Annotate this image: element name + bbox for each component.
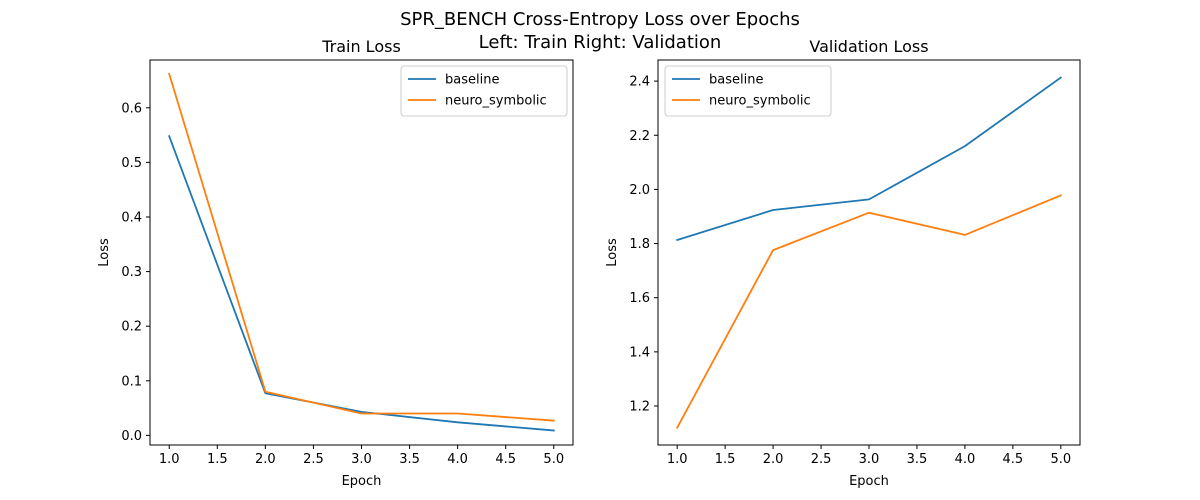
train-y-tick-label: 0.6 [121, 101, 142, 116]
validation-x-tick-label: 3.0 [859, 452, 880, 467]
validation-legend-box [664, 65, 832, 117]
validation-y-tick-label: 1.2 [629, 400, 650, 415]
train-x-tick-label: 1.5 [207, 452, 228, 467]
validation-x-tick-label: 3.5 [907, 452, 928, 467]
validation-x-axis-label: Epoch [849, 474, 889, 489]
train-loss-plot: 1.0 1.5 2.0 2.5 3.0 3.5 4.0 4.5 5.0 0.0 0.1 0.2 0.3 0… [97, 37, 574, 489]
validation-y-tick-label: 1.4 [629, 345, 650, 360]
figure-title-line2: Left: Train Right: Validation [479, 32, 722, 53]
train-series-line-neuro-symbolic [168, 72, 555, 422]
validation-x-tick-label: 2.5 [811, 452, 832, 467]
train-x-axis-label: Epoch [342, 474, 382, 489]
train-legend-box [400, 65, 568, 117]
validation-x-tick-label: 4.5 [1003, 452, 1024, 467]
validation-series-line-baseline [676, 76, 1063, 242]
validation-legend: baseline neuro_symbolic [664, 65, 832, 117]
figure-title-line1: SPR_BENCH Cross-Entropy Loss over Epochs [400, 9, 800, 30]
train-y-tick-label: 0.0 [121, 429, 142, 444]
train-x-tick-label: 5.0 [543, 452, 564, 467]
validation-legend-label: baseline [709, 73, 763, 88]
train-legend-label: neuro_symbolic [445, 94, 547, 109]
validation-x-tick-label: 2.0 [763, 452, 784, 467]
validation-series-line-neuro-symbolic [675, 194, 1062, 429]
validation-y-tick-label: 2.0 [629, 183, 650, 198]
train-x-tick-label: 1.0 [159, 452, 180, 467]
train-y-tick-label: 0.4 [121, 210, 142, 225]
validation-x-tick-label: 4.0 [955, 452, 976, 467]
train-x-tick-label: 3.5 [399, 452, 420, 467]
train-y-axis-label: Loss [97, 238, 112, 267]
train-y-tick-label: 0.1 [121, 374, 142, 389]
validation-axes-title: Validation Loss [809, 37, 928, 56]
train-x-tick-label: 4.0 [447, 452, 468, 467]
train-x-tick-label: 2.0 [255, 452, 276, 467]
train-legend-label: baseline [445, 73, 499, 88]
validation-y-tick-label: 2.2 [629, 129, 650, 144]
validation-y-axis-label: Loss [605, 238, 620, 267]
validation-x-tick-label: 1.0 [667, 452, 688, 467]
train-y-tick-label: 0.3 [121, 265, 142, 280]
train-axes-title: Train Loss [321, 37, 401, 56]
validation-y-tick-label: 2.4 [629, 75, 650, 90]
train-y-tick-label: 0.2 [121, 320, 142, 335]
validation-x-tick-label: 5.0 [1050, 452, 1071, 467]
validation-legend-label: neuro_symbolic [709, 94, 811, 109]
validation-axes-frame [657, 59, 1081, 446]
validation-y-tick-label: 1.8 [629, 237, 650, 252]
validation-x-tick-label: 1.5 [715, 452, 736, 467]
train-legend: baseline neuro_symbolic [400, 65, 568, 117]
train-x-tick-label: 4.5 [495, 452, 516, 467]
train-x-tick-label: 3.0 [351, 452, 372, 467]
train-y-tick-label: 0.5 [121, 156, 142, 171]
validation-y-tick-label: 1.6 [629, 291, 650, 306]
train-series-line-baseline [168, 135, 555, 432]
train-x-tick-label: 2.5 [303, 452, 324, 467]
validation-loss-plot: 1.0 1.5 2.0 2.5 3.0 3.5 4.0 4.5 5.0 1.2 1.4 1.6 1.8 2… [605, 37, 1081, 489]
